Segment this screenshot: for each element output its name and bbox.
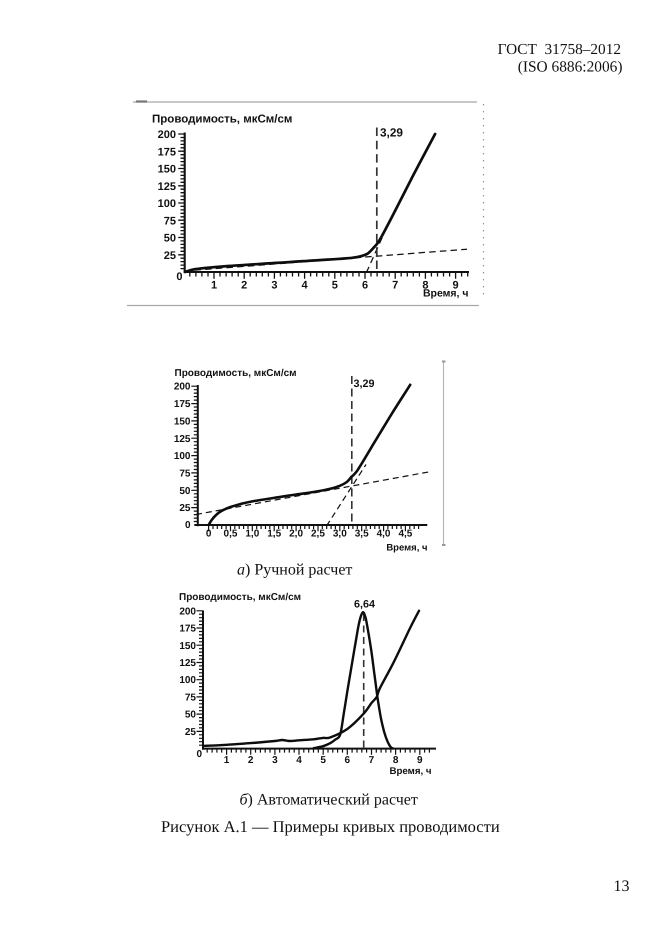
svg-text:3,29: 3,29 — [380, 126, 403, 140]
svg-text:1,0: 1,0 — [245, 529, 259, 540]
svg-text:3,0: 3,0 — [333, 529, 347, 540]
svg-text:200: 200 — [174, 382, 191, 393]
svg-text:25: 25 — [164, 250, 176, 262]
svg-text:6,64: 6,64 — [354, 599, 375, 611]
svg-text:3: 3 — [272, 755, 278, 766]
svg-text:2: 2 — [241, 280, 247, 292]
svg-text:Рисунок А.1 — Примеры кривых п: Рисунок А.1 — Примеры кривых проводимост… — [161, 817, 500, 836]
svg-text:175: 175 — [174, 399, 191, 410]
svg-text:7: 7 — [392, 280, 398, 292]
svg-text:6: 6 — [362, 280, 368, 292]
svg-text:3,5: 3,5 — [355, 529, 369, 540]
svg-text:1: 1 — [211, 280, 217, 292]
svg-text:5: 5 — [332, 280, 338, 292]
svg-text:2,0: 2,0 — [289, 529, 303, 540]
svg-text:б) Автоматический расчет: б) Автоматический расчет — [240, 792, 418, 809]
svg-text:1,5: 1,5 — [267, 529, 281, 540]
svg-text:3: 3 — [271, 280, 277, 292]
svg-text:8: 8 — [422, 280, 428, 292]
svg-text:150: 150 — [174, 416, 191, 427]
svg-text:1: 1 — [224, 755, 230, 766]
svg-text:75: 75 — [185, 692, 197, 703]
svg-text:(ISO 6886:2006): (ISO 6886:2006) — [518, 59, 623, 76]
svg-text:150: 150 — [158, 164, 176, 176]
svg-text:125: 125 — [179, 658, 196, 669]
svg-text:а) Ручной расчет: а) Ручной расчет — [237, 562, 352, 579]
svg-text:75: 75 — [164, 215, 176, 227]
svg-text:25: 25 — [185, 727, 197, 738]
svg-text:50: 50 — [179, 486, 191, 497]
svg-text:2,5: 2,5 — [311, 529, 325, 540]
svg-text:13: 13 — [614, 878, 630, 895]
svg-text:0: 0 — [185, 520, 191, 531]
svg-text:9: 9 — [453, 280, 459, 292]
svg-text:0: 0 — [206, 529, 212, 540]
svg-text:Проводимость, мкСм/см: Проводимость, мкСм/см — [175, 368, 297, 379]
svg-text:50: 50 — [164, 233, 176, 245]
svg-text:Время, ч: Время, ч — [423, 288, 469, 300]
svg-text:100: 100 — [179, 675, 196, 686]
svg-text:175: 175 — [158, 146, 176, 158]
svg-text:100: 100 — [174, 451, 191, 462]
svg-text:Проводимость, мкСм/см: Проводимость, мкСм/см — [179, 592, 301, 603]
svg-text:150: 150 — [179, 641, 196, 652]
svg-text:4: 4 — [296, 755, 302, 766]
svg-text:0,5: 0,5 — [224, 529, 238, 540]
svg-text:100: 100 — [158, 198, 176, 210]
svg-text:Время, ч: Время, ч — [386, 542, 427, 553]
svg-text:5: 5 — [320, 755, 326, 766]
svg-text:4,5: 4,5 — [398, 529, 412, 540]
svg-text:2: 2 — [248, 755, 254, 766]
svg-text:Время, ч: Время, ч — [390, 766, 432, 777]
svg-text:9: 9 — [417, 755, 423, 766]
svg-text:75: 75 — [179, 468, 191, 479]
svg-text:0: 0 — [196, 749, 202, 760]
svg-text:Проводимость, мкСм/см: Проводимость, мкСм/см — [152, 114, 292, 126]
svg-text:200: 200 — [158, 129, 176, 141]
svg-text:4,0: 4,0 — [377, 529, 391, 540]
svg-text:125: 125 — [174, 434, 191, 445]
svg-text:175: 175 — [179, 624, 196, 635]
svg-text:3,29: 3,29 — [354, 378, 375, 390]
svg-text:6: 6 — [345, 755, 351, 766]
svg-text:4: 4 — [302, 280, 309, 292]
svg-text:125: 125 — [158, 181, 176, 193]
svg-text:50: 50 — [185, 710, 197, 721]
svg-text:200: 200 — [179, 606, 196, 617]
svg-text:25: 25 — [179, 503, 191, 514]
svg-text:7: 7 — [369, 755, 375, 766]
svg-text:0: 0 — [176, 271, 182, 283]
svg-text:8: 8 — [393, 755, 399, 766]
svg-text:ГОСТ 31758–2012: ГОСТ 31758–2012 — [498, 41, 621, 58]
